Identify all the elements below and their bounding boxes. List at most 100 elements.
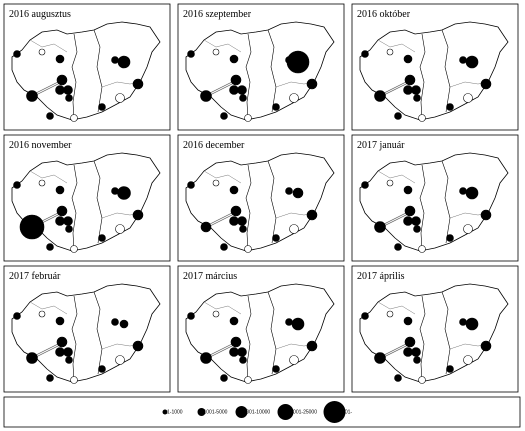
- legend-symbol: [235, 406, 248, 418]
- legend-symbol: [162, 409, 168, 415]
- panel-title: 2016 október: [357, 9, 411, 20]
- city-marker: [463, 224, 473, 234]
- city-marker: [132, 78, 144, 90]
- city-marker: [187, 312, 195, 320]
- city-marker: [394, 374, 402, 382]
- city-marker: [230, 205, 242, 217]
- city-marker: [463, 355, 473, 365]
- city-marker: [55, 185, 65, 195]
- country-outline: [358, 151, 510, 253]
- city-marker: [459, 318, 467, 326]
- panel-frame: [351, 3, 519, 131]
- city-marker: [403, 216, 413, 226]
- city-marker: [306, 209, 318, 221]
- city-marker: [187, 50, 195, 58]
- city-marker: [115, 93, 125, 103]
- city-marker: [46, 374, 54, 382]
- city-marker: [480, 209, 492, 221]
- city-marker: [413, 356, 421, 364]
- panel-title: 2016 november: [9, 140, 72, 151]
- city-marker: [55, 316, 65, 326]
- city-marker: [411, 347, 421, 357]
- city-marker: [446, 234, 454, 242]
- city-marker: [403, 316, 413, 326]
- city-marker: [374, 352, 386, 364]
- legend-symbol: [323, 401, 346, 423]
- city-marker: [98, 103, 106, 111]
- city-marker: [306, 340, 318, 352]
- city-marker: [220, 374, 228, 382]
- city-marker: [132, 209, 144, 221]
- city-marker: [289, 93, 299, 103]
- city-marker: [272, 365, 280, 373]
- legend-symbol: [197, 408, 206, 416]
- country-outline: [184, 151, 336, 253]
- country-outline: [10, 20, 162, 122]
- city-marker: [239, 225, 247, 233]
- city-marker: [394, 112, 402, 120]
- city-marker: [403, 185, 413, 195]
- panel-title: 2016 szeptember: [183, 9, 252, 20]
- city-marker: [361, 50, 369, 58]
- city-marker: [115, 224, 125, 234]
- city-marker: [65, 225, 73, 233]
- panel-title: 2017 március: [183, 271, 237, 282]
- map-panel: 2017 március: [177, 265, 345, 393]
- city-marker: [111, 318, 119, 326]
- city-marker: [394, 243, 402, 251]
- city-marker: [230, 336, 242, 348]
- map-panel: 2017 február: [3, 265, 171, 393]
- city-marker: [13, 50, 21, 58]
- panel-frame: [3, 134, 171, 262]
- city-marker: [403, 347, 413, 357]
- city-marker: [480, 78, 492, 90]
- city-marker: [374, 90, 386, 102]
- country-outline: [184, 282, 336, 384]
- city-marker: [239, 94, 247, 102]
- city-marker: [65, 94, 73, 102]
- legend-symbol: [277, 404, 294, 420]
- map-panel: 2017 április: [351, 265, 519, 393]
- city-marker: [212, 179, 220, 187]
- city-marker: [361, 312, 369, 320]
- city-marker: [361, 181, 369, 189]
- city-marker: [220, 112, 228, 120]
- city-marker: [229, 85, 239, 95]
- city-marker: [272, 103, 280, 111]
- city-marker: [465, 317, 479, 331]
- city-marker: [459, 56, 467, 64]
- country-outline: [358, 282, 510, 384]
- city-marker: [418, 376, 426, 384]
- city-marker: [229, 347, 239, 357]
- city-marker: [38, 48, 46, 56]
- panel-title: 2017 január: [357, 140, 405, 151]
- city-marker: [289, 224, 299, 234]
- city-marker: [404, 74, 416, 86]
- city-marker: [403, 85, 413, 95]
- city-marker: [55, 85, 65, 95]
- panel-frame: [177, 134, 345, 262]
- city-marker: [285, 318, 293, 326]
- panel-title: 2017 február: [9, 271, 61, 282]
- city-marker: [411, 216, 421, 226]
- city-marker: [119, 319, 129, 329]
- city-marker: [63, 347, 73, 357]
- city-marker: [289, 355, 299, 365]
- panel-title: 2016 augusztus: [9, 9, 71, 20]
- city-marker: [404, 336, 416, 348]
- city-marker: [418, 245, 426, 253]
- country-outline: [10, 282, 162, 384]
- panel-frame: [177, 3, 345, 131]
- city-marker: [244, 114, 252, 122]
- city-marker: [230, 74, 242, 86]
- legend-box: [3, 396, 521, 428]
- city-marker: [117, 55, 131, 69]
- city-marker: [98, 234, 106, 242]
- city-marker: [285, 56, 293, 64]
- map-panel: 2016 augusztus: [3, 3, 171, 131]
- city-marker: [212, 48, 220, 56]
- city-marker: [187, 181, 195, 189]
- panel-frame: [351, 134, 519, 262]
- panel-frame: [3, 265, 171, 393]
- country-outline: [184, 20, 336, 122]
